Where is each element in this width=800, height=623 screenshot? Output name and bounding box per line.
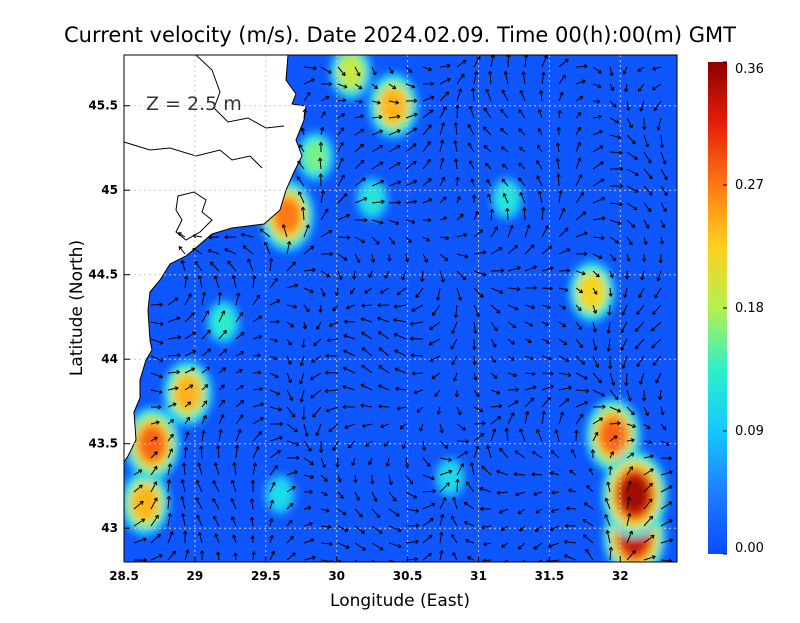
x-tick-label: 31 [470, 569, 487, 583]
velocity-hotspot [304, 141, 327, 171]
y-tick-label: 44.5 [88, 268, 118, 282]
colorbar: 0.00 0.09 0.18 0.27 0.36 [708, 62, 764, 556]
y-tick-label: 44 [101, 352, 118, 366]
y-tick-label: 43.5 [88, 437, 118, 451]
y-tick-label: 45 [101, 183, 118, 197]
y-axis-title: Latitude (North) [67, 240, 87, 376]
colorbar-tick-label: 0.00 [735, 541, 764, 556]
y-tick-label: 43 [101, 521, 118, 535]
x-tick-label: 30.5 [393, 569, 423, 583]
x-tick-label: 28.5 [109, 569, 139, 583]
colorbar-tick-label: 0.27 [735, 178, 764, 193]
y-tick-label: 45.5 [88, 99, 118, 113]
velocity-hotspot [620, 475, 648, 513]
colorbar-ticks: 0.00 0.09 0.18 0.27 0.36 [723, 62, 764, 556]
velocity-hotspot [269, 480, 290, 508]
x-tick-label: 29 [187, 569, 204, 583]
colorbar-tick-label: 0.09 [735, 424, 764, 439]
x-tick-label: 29.5 [251, 569, 281, 583]
x-axis-title: Longitude (East) [330, 591, 470, 611]
x-tick-label: 30 [328, 569, 345, 583]
velocity-hotspot [580, 275, 605, 308]
colorbar-tick-label: 0.36 [735, 62, 764, 77]
velocity-hotspot [600, 418, 626, 453]
colorbar-tick-label: 0.18 [735, 301, 764, 316]
velocity-hotspot [139, 426, 165, 461]
plot-area [120, 43, 677, 579]
chart-title: Current velocity (m/s). Date 2024.02.09.… [64, 23, 736, 47]
x-tick-label: 32 [612, 569, 629, 583]
x-tick-label: 31.5 [535, 569, 565, 583]
depth-annotation: Z = 2.5 m [146, 93, 242, 115]
